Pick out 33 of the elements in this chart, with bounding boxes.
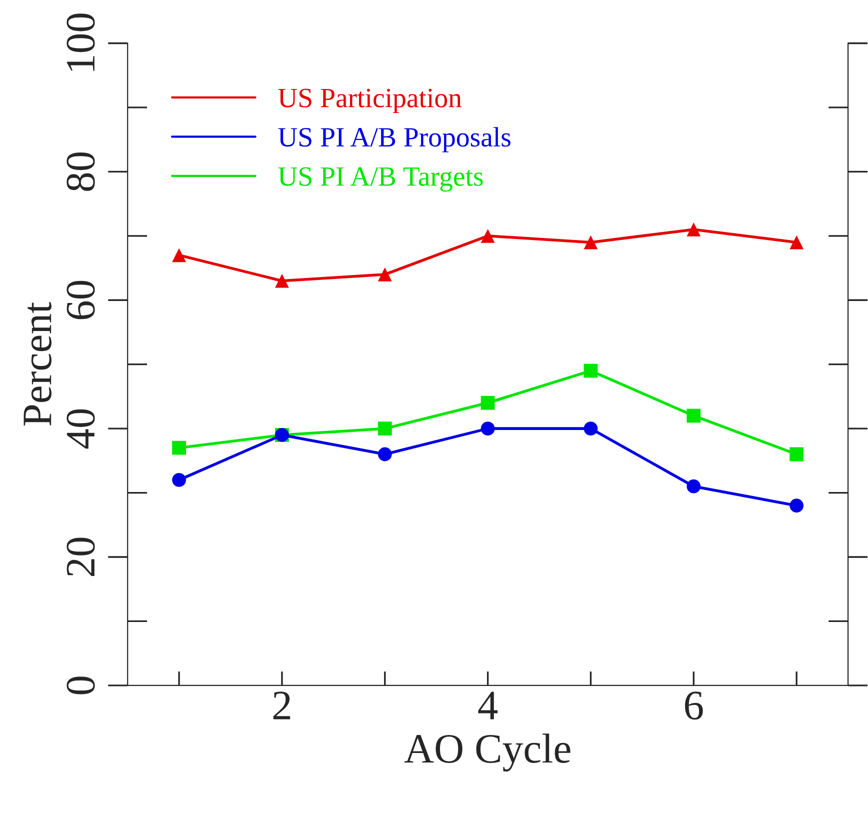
point [686,222,701,236]
point [584,364,598,378]
y-tick-label: 0 [66,676,95,694]
point [275,274,289,288]
point [378,267,392,282]
point [790,447,804,462]
y-tick-label: 60 [66,280,95,320]
point [378,447,392,462]
x-tick-label: 4 [478,692,498,720]
point [584,422,598,436]
point [480,396,495,410]
point [172,440,186,455]
y-tick-label: 80 [66,152,95,191]
x-tick-label: 6 [685,692,703,720]
x-tick-label: 2 [273,692,290,720]
y-tick-label: 20 [66,538,95,576]
point [686,408,701,423]
y-tick-label: 100 [66,14,95,71]
point [378,422,392,436]
x-axis-title: AO Cycle [404,734,570,772]
legend-label: US Participation [278,88,462,114]
y-tick-label: 40 [66,409,95,449]
point [686,479,701,494]
y-axis-title: Percent [24,302,52,426]
point [480,422,495,436]
point [172,472,186,487]
point [584,235,598,250]
legend-label: US PI A/B Targets [278,167,483,192]
point [790,235,804,250]
point [172,248,186,262]
point [480,228,495,243]
point [790,498,804,513]
legend-label: US PI A/B Proposals [278,127,510,152]
